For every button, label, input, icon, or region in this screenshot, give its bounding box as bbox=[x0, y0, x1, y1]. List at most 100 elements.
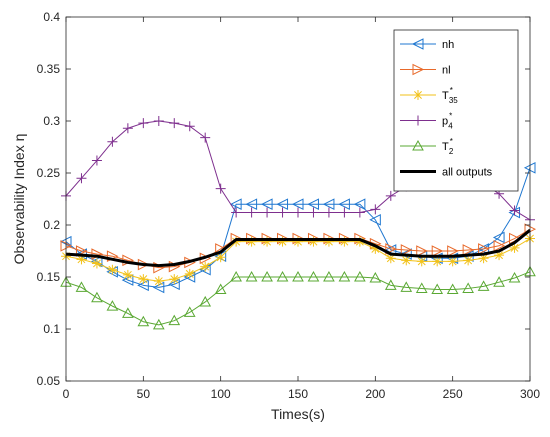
data-point bbox=[138, 274, 149, 285]
legend-label: T* 35 bbox=[442, 86, 458, 105]
data-point bbox=[400, 244, 413, 256]
data-point bbox=[353, 198, 366, 211]
data-point bbox=[494, 250, 505, 261]
data-point bbox=[200, 261, 211, 272]
y-tick-label: 0.3 bbox=[43, 114, 60, 128]
data-point bbox=[106, 300, 119, 311]
data-point bbox=[415, 282, 428, 293]
data-point bbox=[91, 258, 102, 269]
data-point bbox=[169, 118, 180, 129]
data-point bbox=[447, 256, 458, 267]
y-tick-label: 0.15 bbox=[37, 270, 61, 284]
data-point bbox=[293, 236, 303, 247]
y-tick-label: 0.1 bbox=[43, 322, 60, 336]
data-point bbox=[91, 155, 102, 166]
data-point bbox=[122, 269, 133, 280]
x-axis-label: Times(s) bbox=[271, 406, 325, 422]
data-point bbox=[122, 307, 134, 318]
data-point bbox=[107, 264, 118, 275]
data-point bbox=[291, 198, 304, 211]
data-point bbox=[432, 256, 443, 267]
data-point bbox=[262, 236, 273, 247]
data-point bbox=[477, 280, 490, 291]
data-point bbox=[91, 291, 103, 303]
data-point bbox=[354, 270, 366, 282]
data-point bbox=[215, 252, 226, 263]
legend-item: nh bbox=[400, 38, 454, 51]
y-tick-label: 0.2 bbox=[43, 218, 60, 232]
data-point bbox=[184, 121, 195, 132]
data-point bbox=[354, 207, 365, 218]
data-point bbox=[385, 243, 397, 255]
data-point bbox=[416, 245, 428, 257]
series-line bbox=[65, 229, 531, 268]
data-point bbox=[230, 270, 242, 282]
x-tick-label: 0 bbox=[63, 387, 70, 401]
x-tick-label: 100 bbox=[211, 387, 231, 401]
data-point bbox=[385, 253, 396, 264]
data-point bbox=[276, 198, 289, 211]
legend: nh nl T* 35 p* 4 T* 2 all outputs bbox=[393, 29, 519, 192]
data-point bbox=[431, 283, 444, 294]
legend-box bbox=[393, 29, 519, 192]
x-tick-label: 50 bbox=[137, 387, 151, 401]
data-point bbox=[308, 207, 319, 218]
data-point bbox=[230, 198, 242, 211]
data-point bbox=[152, 318, 165, 330]
legend-item: nl bbox=[400, 63, 451, 77]
data-point bbox=[385, 190, 396, 201]
data-point bbox=[416, 256, 427, 267]
data-point bbox=[493, 239, 506, 252]
data-point bbox=[323, 207, 334, 218]
data-point bbox=[509, 205, 520, 216]
data-point bbox=[431, 245, 444, 257]
data-point bbox=[292, 270, 304, 282]
data-point bbox=[307, 198, 319, 211]
legend-label: nl bbox=[442, 65, 451, 77]
y-axis-label: Observability Index η bbox=[11, 134, 27, 265]
series-all-outputs bbox=[65, 229, 531, 268]
y-tick-label: 0.4 bbox=[43, 10, 60, 24]
legend-item: all outputs bbox=[400, 167, 493, 179]
data-point bbox=[338, 198, 350, 211]
data-point bbox=[322, 198, 335, 211]
y-tick-label: 0.35 bbox=[37, 62, 61, 76]
series-t35- bbox=[61, 233, 535, 287]
legend-marker bbox=[412, 63, 425, 76]
data-point bbox=[138, 118, 149, 129]
data-point bbox=[323, 270, 335, 282]
data-point bbox=[262, 207, 273, 218]
data-point bbox=[200, 132, 211, 143]
data-point bbox=[246, 207, 257, 218]
data-point bbox=[369, 272, 382, 283]
data-point bbox=[245, 270, 258, 282]
data-point bbox=[446, 283, 459, 294]
data-point bbox=[400, 281, 413, 292]
data-point bbox=[277, 236, 288, 247]
data-point bbox=[478, 243, 490, 255]
data-point bbox=[354, 236, 365, 247]
legend-marker bbox=[411, 38, 424, 50]
x-tick-label: 150 bbox=[288, 387, 308, 401]
data-point bbox=[463, 255, 474, 266]
legend-item: T* 35 bbox=[400, 86, 458, 105]
data-point bbox=[338, 270, 351, 282]
data-point bbox=[183, 306, 196, 317]
data-point bbox=[447, 245, 459, 257]
data-point bbox=[369, 213, 381, 226]
legend-label: nh bbox=[442, 39, 454, 51]
data-point bbox=[231, 236, 242, 247]
data-point bbox=[493, 276, 505, 287]
data-point bbox=[277, 207, 288, 218]
data-point bbox=[462, 282, 474, 293]
data-point bbox=[339, 207, 350, 218]
x-tick-label: 250 bbox=[443, 387, 463, 401]
legend-label: p* 4 bbox=[442, 112, 453, 131]
data-point bbox=[76, 254, 87, 265]
legend-label: all outputs bbox=[442, 167, 493, 179]
data-point bbox=[401, 255, 412, 266]
legend-item: T* 2 bbox=[400, 137, 454, 156]
x-tick-label: 300 bbox=[520, 387, 540, 401]
data-point bbox=[508, 272, 521, 283]
